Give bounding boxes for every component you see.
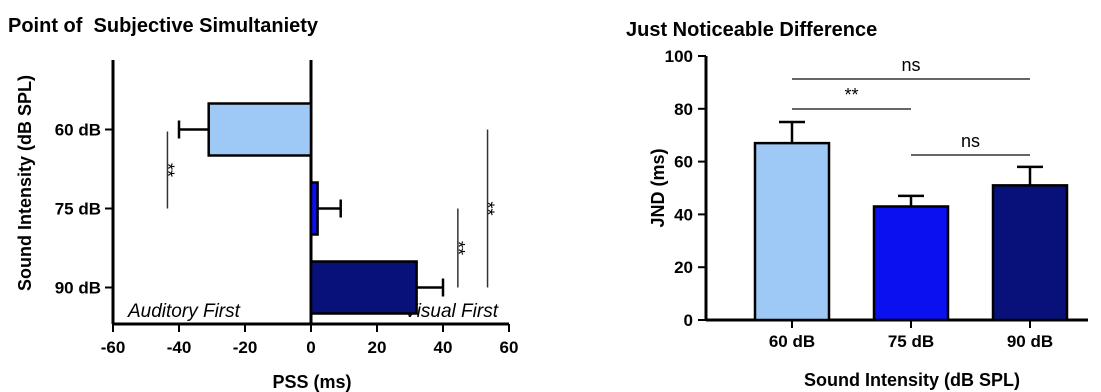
pss-x-tick-label: 60: [500, 338, 519, 357]
jnd-bar: [753, 141, 831, 322]
pss-x-tick-label: 40: [434, 338, 453, 357]
jnd-significance-label: **: [844, 85, 858, 105]
jnd-chart-title: Just Noticeable Difference: [626, 19, 877, 41]
jnd-x-tick-label: 60 dB: [769, 332, 815, 351]
jnd-bar: [872, 205, 950, 322]
pss-chart-title: Point of Subjective Simultaniety: [8, 15, 319, 37]
pss-y-tick-label: 90 dB: [55, 279, 101, 298]
jnd-y-axis-label: JND (ms): [648, 148, 668, 227]
jnd-plot-area: 0 20 40 60 80 100 60 dB 75 dB 90 dB ns ** ns: [665, 47, 1088, 351]
pss-x-tick-label: -20: [233, 338, 258, 357]
jnd-y-tick-label: 100: [665, 47, 693, 66]
jnd-significance-label: ns: [961, 131, 980, 151]
pss-x-tick-label: 0: [306, 338, 315, 357]
jnd-x-tick-label: 75 dB: [888, 332, 934, 351]
jnd-y-tick-label: 80: [674, 100, 693, 119]
pss-x-axis-label: PSS (ms): [272, 372, 351, 392]
jnd-y-tick-label: 0: [684, 311, 693, 330]
pss-y-tick-label: 75 dB: [55, 200, 101, 219]
pss-bar: [207, 102, 313, 157]
pss-significance-label: **: [478, 201, 498, 215]
jnd-x-axis-label: Sound Intensity (dB SPL): [804, 370, 1020, 390]
visual-first-annotation: Visual First: [404, 301, 498, 322]
jnd-x-tick-label: 90 dB: [1007, 332, 1053, 351]
pss-x-tick-label: 20: [368, 338, 387, 357]
pss-x-tick-label: -60: [101, 338, 126, 357]
pss-y-axis-label: Sound Intensity (dB SPL): [15, 75, 35, 291]
jnd-y-tick-label: 20: [674, 258, 693, 277]
pss-bar: [309, 181, 319, 236]
jnd-y-tick-label: 60: [674, 153, 693, 172]
pss-significance-label: **: [448, 241, 468, 255]
pss-plot-area: -60 -40 -20 0 20 40 60 60 dB 75 dB 90 dB ** ** **: [55, 60, 519, 357]
jnd-significance-label: ns: [901, 55, 920, 75]
jnd-bar: [991, 184, 1069, 322]
pss-significance-label: **: [157, 163, 177, 177]
pss-y-tick-label: 60 dB: [55, 121, 101, 140]
jnd-y-tick-label: 40: [674, 205, 693, 224]
pss-bar: [309, 260, 418, 315]
auditory-first-annotation: Auditory First: [127, 301, 241, 322]
pss-x-tick-label: -40: [167, 338, 192, 357]
